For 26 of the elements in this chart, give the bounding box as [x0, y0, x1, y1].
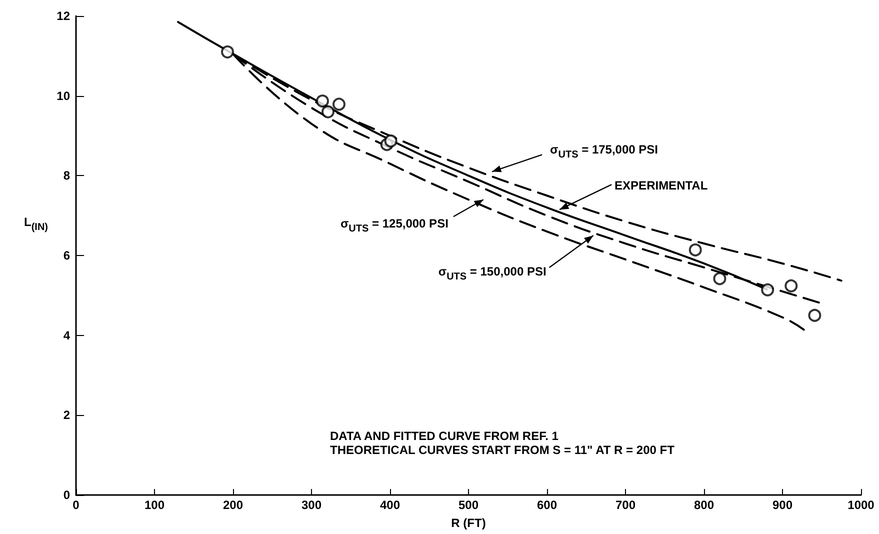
x-tick-label: 100: [144, 498, 165, 512]
x-tick-label: 400: [380, 498, 400, 512]
x-tick-label: 800: [694, 498, 714, 512]
annotation: THEORETICAL CURVES START FROM S = 11" AT R = 200 FT: [330, 443, 676, 457]
x-tick-label: 500: [458, 498, 479, 512]
annotation: σ$_{UTS}$ = 125,000 PSI: [340, 216, 448, 235]
x-tick-label: 600: [536, 498, 558, 512]
x-tick-label: 300: [301, 498, 322, 512]
annotation: σ$_{UTS}$ = 175,000 PSI: [550, 142, 658, 161]
x-tick-label: 1000: [848, 498, 875, 512]
y-axis-title: L$_{(IN)}$: [24, 215, 48, 233]
y-tick-label: 6: [63, 248, 70, 262]
x-tick-label: 0: [72, 498, 80, 512]
y-tick-label: 4: [63, 328, 70, 342]
x-tick-label: 200: [222, 498, 244, 512]
y-tick-label: 2: [63, 408, 70, 422]
y-tick-label: 10: [56, 88, 70, 103]
annotation: EXPERIMENTAL: [614, 178, 708, 193]
x-axis-title: R (FT): [451, 516, 486, 530]
annotation: DATA AND FITTED CURVE FROM REF. 1: [330, 429, 559, 443]
x-tick-label: 900: [772, 498, 793, 512]
y-tick-label: 0: [63, 488, 70, 502]
y-tick-label: 12: [56, 9, 70, 23]
annotation: σ$_{UTS}$ = 150,000 PSI: [438, 264, 546, 283]
x-tick-label: 700: [615, 498, 636, 512]
y-tick-label: 8: [63, 168, 70, 183]
